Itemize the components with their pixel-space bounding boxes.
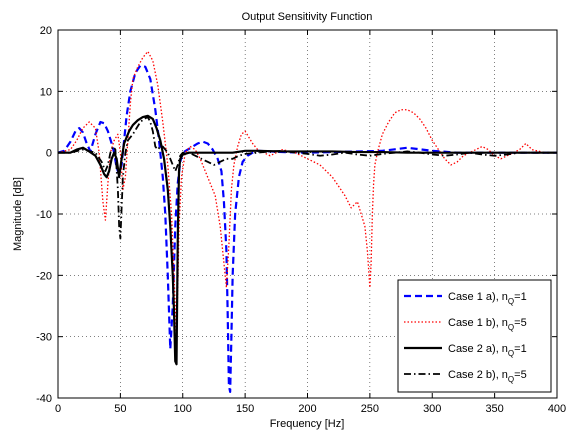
x-tick-label: 400 [548, 403, 566, 415]
x-tick-label: 100 [174, 403, 192, 415]
y-tick-label: 20 [40, 25, 52, 37]
legend-label-2: Case 1 b), nQ=5 [448, 317, 527, 332]
legend: Case 1 a), nQ=1 Case 1 b), nQ=5 Case 2 a),… [397, 279, 552, 393]
x-axis-title: Frequency [Hz] [270, 418, 345, 430]
series-line-4 [58, 116, 557, 240]
x-tick-label: 200 [298, 403, 316, 415]
x-tick-label: 350 [485, 403, 503, 415]
y-tick-label: -30 [36, 332, 52, 344]
legend-label-3: Case 2 a), nQ=1 [448, 343, 527, 358]
y-tick-label: -20 [36, 270, 52, 282]
series-line-3 [58, 114, 557, 366]
chart-title: Output Sensitivity Function [242, 11, 373, 23]
x-tick-label: 0 [55, 403, 61, 415]
x-tick-label: 50 [114, 403, 126, 415]
legend-label-4: Case 2 b), nQ=5 [448, 369, 527, 384]
y-tick-label: -40 [36, 393, 52, 405]
y-tick-label: -10 [36, 209, 52, 221]
series-line-2 [58, 50, 557, 338]
y-tick-label: 0 [46, 148, 52, 160]
x-tick-label: 250 [361, 403, 379, 415]
y-tick-label: 10 [40, 86, 52, 98]
x-tick-label: 150 [236, 403, 254, 415]
x-tick-label: 300 [423, 403, 441, 415]
legend-label-1: Case 1 a), nQ=1 [448, 291, 527, 306]
y-axis-title: Magnitude [dB] [12, 177, 24, 251]
